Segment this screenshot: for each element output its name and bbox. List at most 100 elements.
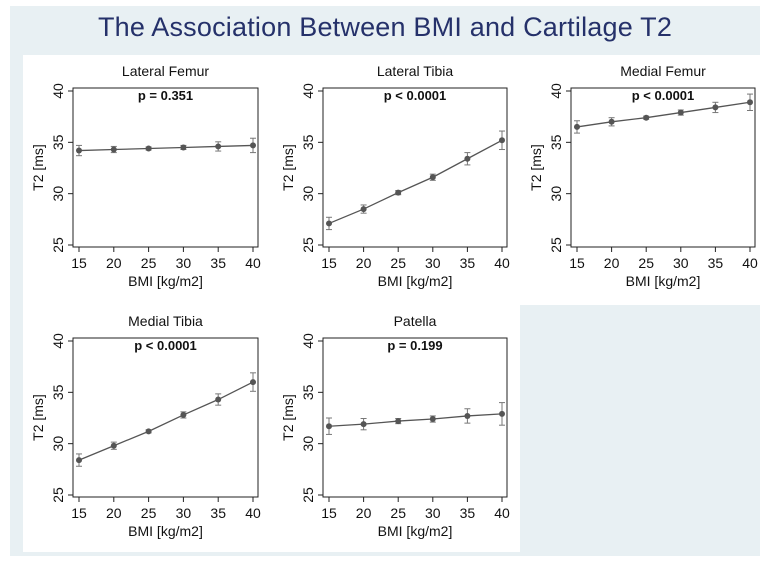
x-tick-label: 15 bbox=[71, 505, 87, 521]
y-tick-label: 25 bbox=[300, 487, 316, 503]
x-tick-label: 20 bbox=[106, 255, 122, 271]
panel-background-top bbox=[23, 55, 760, 305]
data-point bbox=[608, 118, 615, 125]
x-tick-label: 40 bbox=[245, 505, 261, 521]
data-point bbox=[499, 410, 505, 417]
data-point bbox=[360, 206, 367, 213]
p-value-annotation: p < 0.0001 bbox=[632, 88, 695, 103]
data-point bbox=[250, 379, 256, 386]
x-tick-label: 20 bbox=[356, 505, 372, 521]
y-tick-label: 25 bbox=[548, 237, 564, 253]
chart-panel: Medial Femur p < 0.0001 15 20 25 30 35 40 25 30 35… bbox=[528, 63, 758, 289]
data-point bbox=[180, 144, 187, 151]
y-tick-label: 35 bbox=[50, 134, 66, 150]
data-point bbox=[326, 220, 332, 227]
y-tick-label: 30 bbox=[50, 436, 66, 452]
chart-panel: Medial Tibia p < 0.0001 15 20 25 30 35 40 25 30 35… bbox=[30, 313, 261, 539]
p-value-annotation: p = 0.351 bbox=[138, 88, 193, 103]
x-tick-label: 15 bbox=[321, 255, 337, 271]
plot-frame bbox=[72, 337, 259, 498]
x-tick-label: 25 bbox=[141, 255, 157, 271]
y-tick-label: 35 bbox=[300, 134, 316, 150]
y-tick-label: 30 bbox=[50, 186, 66, 202]
x-tick-label: 40 bbox=[494, 505, 510, 521]
plot-frame bbox=[570, 87, 756, 248]
p-value-annotation: p < 0.0001 bbox=[134, 338, 197, 353]
x-axis-label: BMI [kg/m2] bbox=[128, 273, 203, 289]
panel-title: Medial Tibia bbox=[128, 313, 203, 329]
data-point bbox=[110, 146, 117, 153]
data-point bbox=[464, 412, 471, 419]
data-point bbox=[145, 428, 152, 435]
data-point bbox=[180, 411, 187, 418]
y-tick-label: 25 bbox=[50, 237, 66, 253]
y-axis-label: T2 [ms] bbox=[280, 144, 296, 191]
y-axis-label: T2 [ms] bbox=[30, 144, 46, 191]
data-point bbox=[250, 142, 256, 149]
y-tick-label: 40 bbox=[50, 83, 66, 99]
y-axis-label: T2 [ms] bbox=[280, 394, 296, 441]
x-tick-label: 30 bbox=[425, 505, 441, 521]
x-tick-label: 25 bbox=[390, 255, 406, 271]
x-axis-label: BMI [kg/m2] bbox=[128, 523, 203, 539]
series-line bbox=[78, 381, 254, 461]
plot-frame bbox=[322, 87, 508, 248]
data-point bbox=[76, 147, 82, 154]
x-tick-label: 15 bbox=[321, 505, 337, 521]
series-line bbox=[328, 413, 503, 427]
plot-frame bbox=[322, 337, 508, 498]
data-point bbox=[395, 418, 402, 425]
data-point bbox=[326, 423, 332, 430]
x-tick-label: 15 bbox=[71, 255, 87, 271]
y-axis-label: T2 [ms] bbox=[528, 144, 544, 191]
x-tick-label: 35 bbox=[210, 505, 226, 521]
data-point bbox=[574, 123, 580, 130]
x-tick-label: 30 bbox=[425, 255, 441, 271]
x-tick-label: 30 bbox=[673, 255, 689, 271]
data-point bbox=[110, 442, 117, 449]
figure-title: The Association Between BMI and Cartilag… bbox=[97, 12, 673, 42]
x-tick-label: 35 bbox=[210, 255, 226, 271]
y-tick-label: 30 bbox=[300, 186, 316, 202]
x-tick-label: 40 bbox=[494, 255, 510, 271]
x-tick-label: 25 bbox=[390, 505, 406, 521]
data-point bbox=[395, 189, 402, 196]
chart-panel: Patella p = 0.199 15 20 25 30 35 40 25 30 35 40 BMI … bbox=[280, 313, 510, 539]
panel-title: Lateral Femur bbox=[122, 63, 209, 79]
x-tick-label: 20 bbox=[604, 255, 620, 271]
y-tick-label: 25 bbox=[50, 487, 66, 503]
plot-frame bbox=[72, 87, 259, 248]
y-tick-label: 40 bbox=[548, 83, 564, 99]
y-tick-label: 30 bbox=[548, 186, 564, 202]
x-tick-label: 30 bbox=[176, 505, 192, 521]
panel-title: Patella bbox=[394, 313, 437, 329]
data-point bbox=[643, 114, 650, 121]
panel-background-bottom bbox=[23, 305, 520, 552]
y-tick-label: 25 bbox=[300, 237, 316, 253]
x-axis-label: BMI [kg/m2] bbox=[378, 273, 453, 289]
data-point bbox=[215, 143, 222, 150]
y-axis-label: T2 [ms] bbox=[30, 394, 46, 441]
x-tick-label: 30 bbox=[176, 255, 192, 271]
y-tick-label: 35 bbox=[548, 134, 564, 150]
x-tick-label: 35 bbox=[708, 255, 724, 271]
data-point bbox=[76, 457, 82, 464]
series-line bbox=[78, 144, 254, 152]
y-tick-label: 35 bbox=[50, 384, 66, 400]
p-value-annotation: p < 0.0001 bbox=[384, 88, 447, 103]
data-point bbox=[677, 109, 684, 116]
panel-title: Lateral Tibia bbox=[377, 63, 453, 79]
chart-panel: Lateral Femur p = 0.351 15 20 25 30 35 40 25 30 35… bbox=[30, 63, 261, 289]
x-tick-label: 20 bbox=[106, 505, 122, 521]
data-point bbox=[712, 104, 719, 111]
series-line bbox=[328, 139, 503, 225]
y-tick-label: 30 bbox=[300, 436, 316, 452]
panel-title: Medial Femur bbox=[620, 63, 706, 79]
data-point bbox=[429, 174, 436, 181]
chart-panel: Lateral Tibia p < 0.0001 15 20 25 30 35 40 25 30 3… bbox=[280, 63, 510, 289]
x-tick-label: 35 bbox=[460, 505, 476, 521]
data-point bbox=[429, 416, 436, 423]
x-tick-label: 40 bbox=[245, 255, 261, 271]
